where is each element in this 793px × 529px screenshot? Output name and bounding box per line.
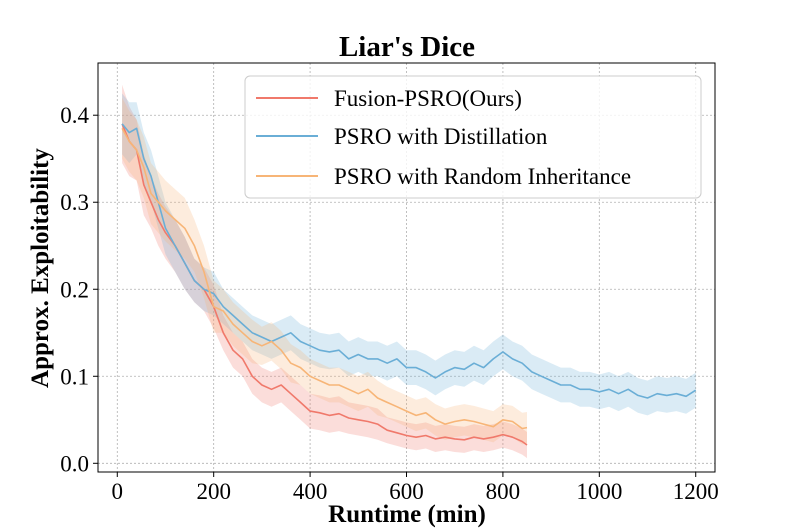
x-tick-label: 0	[112, 479, 124, 504]
line-psro-random-inheritance	[121, 127, 528, 430]
plot-area: 0 200 400 600 800 1000 1200 0.0 0.1 0.2 0.3 0.4	[60, 62, 719, 504]
y-tick-label: 0.0	[60, 451, 89, 476]
chart-title: Liar's Dice	[339, 31, 475, 63]
y-tick-label: 0.2	[60, 277, 89, 302]
line-psro-distillation	[121, 123, 697, 399]
band-psro-distillation	[122, 93, 696, 416]
x-tick-label: 1000	[576, 479, 622, 504]
series-lines	[121, 123, 697, 446]
x-tick-label: 1200	[673, 479, 719, 504]
x-ticks: 0 200 400 600 800 1000 1200	[112, 472, 719, 504]
legend-label-distillation: PSRO with Distillation	[334, 124, 548, 149]
y-tick-label: 0.1	[60, 364, 89, 389]
legend-box	[244, 75, 702, 199]
legend: Fusion-PSRO(Ours) PSRO with Distillation…	[244, 75, 702, 199]
y-tick-label: 0.3	[60, 190, 89, 215]
x-axis-label: Runtime (min)	[328, 501, 486, 528]
y-axis-label: Approx. Exploitability	[27, 148, 54, 388]
x-tick-label: 400	[293, 479, 328, 504]
legend-label-fusion: Fusion-PSRO(Ours)	[334, 86, 522, 111]
x-tick-label: 200	[196, 479, 231, 504]
x-tick-label: 800	[486, 479, 521, 504]
x-tick-label: 600	[389, 479, 424, 504]
y-ticks: 0.0 0.1 0.2 0.3 0.4	[60, 103, 98, 476]
legend-label-random-inheritance: PSRO with Random Inheritance	[334, 164, 631, 189]
y-tick-label: 0.4	[60, 103, 89, 128]
